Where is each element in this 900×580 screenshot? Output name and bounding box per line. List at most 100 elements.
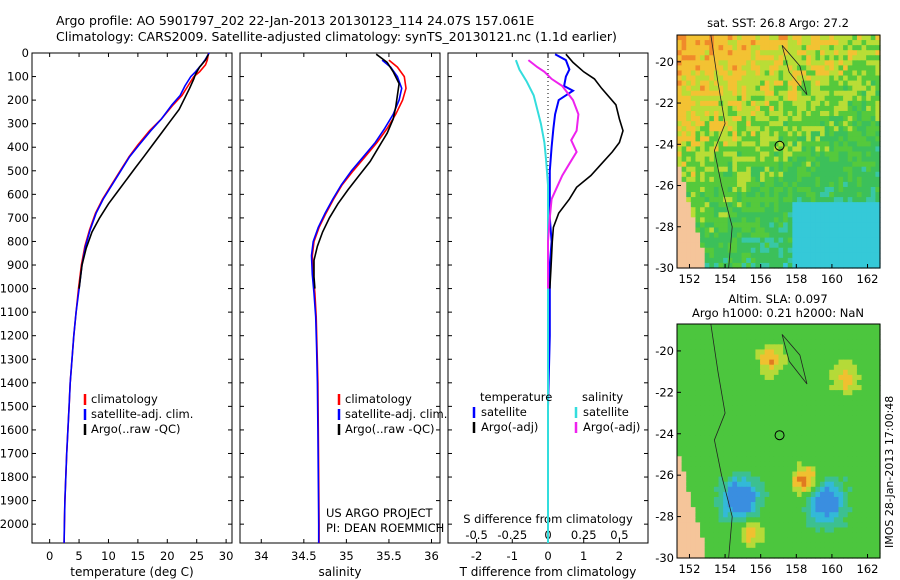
sla_map-cell: [847, 502, 853, 508]
sla_map-cell: [723, 349, 729, 356]
sst_map-cell: [810, 262, 817, 269]
sst_map-cell: [769, 55, 775, 61]
sst_map-cell: [760, 80, 766, 87]
sst_map-cell: [700, 90, 706, 97]
sla_map-cell: [700, 441, 706, 447]
sst_map-cell: [727, 60, 733, 66]
sst_map-cell: [713, 126, 720, 132]
sst_map-cell: [820, 166, 826, 173]
sst_map-cell: [824, 116, 830, 122]
sst_map-cell: [718, 70, 724, 77]
sst_map-cell: [829, 65, 835, 72]
sst_map-cell: [861, 257, 867, 264]
sst_map-cell: [690, 207, 697, 213]
sla_map-cell: [723, 517, 729, 523]
sst_map-cell: [806, 202, 812, 208]
sla_map-cell: [796, 547, 803, 554]
sst_map-cell: [778, 237, 784, 244]
sst_map-cell: [792, 156, 798, 163]
sla_map-cell: [824, 456, 830, 462]
sla_map-cell: [787, 522, 793, 529]
sla_map-cell: [810, 471, 817, 478]
sst_map-cell: [769, 181, 775, 188]
sst_map-cell: [824, 35, 830, 41]
sla_map-cell: [833, 435, 840, 442]
sla_map-cell: [778, 522, 784, 529]
sst_map-cell: [843, 60, 849, 66]
sla_map-cell: [695, 364, 701, 371]
sst_map-cell: [847, 146, 853, 153]
sst_map-cell: [723, 151, 729, 158]
sla_map-cell: [746, 512, 752, 518]
sst_map-cell: [806, 232, 812, 239]
sla_map-cell: [741, 461, 747, 468]
sla_map-cell: [700, 552, 706, 559]
sla_map-cell: [690, 420, 697, 427]
sst_map-cell: [704, 75, 710, 82]
sst_map-cell: [806, 262, 812, 269]
sst_map-cell: [727, 176, 733, 183]
sla_map-cell: [760, 537, 766, 544]
sst_map-ytick-label: -30: [655, 261, 674, 275]
sst_map-cell: [750, 131, 757, 137]
temperature-xtick-label: 20: [160, 549, 175, 563]
sla_map-cell: [847, 430, 853, 437]
sst_map-cell: [870, 217, 876, 224]
sst_map-cell: [796, 110, 803, 117]
credit-project: US ARGO PROJECT: [326, 506, 434, 520]
sla_map-cell: [746, 476, 752, 483]
sst_map-cell: [787, 110, 793, 117]
sla_map-cell: [736, 329, 743, 335]
sst_map-cell: [718, 126, 724, 132]
sla_map-cell: [810, 537, 817, 544]
sla_map-cell: [750, 507, 757, 513]
sst_map-cell: [727, 95, 733, 102]
sst_map-cell: [783, 237, 789, 244]
sst_map-cell: [870, 136, 876, 142]
sla_map-cell: [700, 512, 706, 518]
sst_map-cell: [866, 80, 872, 87]
sst_map-cell: [875, 232, 881, 239]
sla_map-cell: [700, 410, 706, 417]
sst_map-cell: [750, 50, 757, 56]
sst_map-cell: [875, 105, 881, 112]
sst_map-cell: [778, 126, 784, 132]
sla_map-cell: [875, 547, 881, 554]
sst_map-cell: [866, 70, 872, 77]
sst_map-cell: [760, 50, 766, 56]
sla_map-cell: [704, 334, 710, 340]
sla_map-cell: [829, 481, 835, 488]
sst_map-cell: [783, 95, 789, 102]
sst_map-cell: [709, 110, 715, 117]
sla_map-cell: [686, 354, 692, 361]
sla_map-cell: [778, 502, 784, 508]
sla_map-cell: [847, 527, 853, 534]
sst_map-cell: [870, 131, 876, 137]
sla_map-cell: [760, 542, 766, 549]
sla_map-cell: [690, 359, 697, 366]
sla_map-cell: [713, 486, 720, 493]
sst_map-cell: [723, 121, 729, 127]
sla_map-cell: [695, 374, 701, 381]
sla_map-cell: [746, 385, 752, 391]
sla_map-cell: [677, 374, 683, 381]
sst_map-cell: [695, 171, 701, 178]
sla_map-cell: [783, 349, 789, 356]
sla_map-cell: [852, 405, 858, 412]
sst_map-cell: [769, 105, 775, 112]
sst_map-cell: [875, 217, 881, 224]
sst_map-cell: [792, 161, 798, 168]
sla_map-cell: [723, 395, 729, 401]
sla_map-cell: [736, 491, 743, 498]
sst_map-cell: [764, 197, 770, 203]
sla_map-cell: [829, 339, 835, 345]
sla_map-cell: [700, 502, 706, 508]
sst_map-cell: [695, 237, 701, 244]
sla_map-cell: [741, 532, 747, 539]
sla_map-cell: [852, 451, 858, 457]
sla_map-cell: [723, 400, 729, 406]
sla_map-cell: [723, 379, 729, 386]
sla_map-cell: [833, 537, 840, 544]
sst_map-cell: [833, 171, 840, 178]
sst_map-cell: [718, 207, 724, 213]
